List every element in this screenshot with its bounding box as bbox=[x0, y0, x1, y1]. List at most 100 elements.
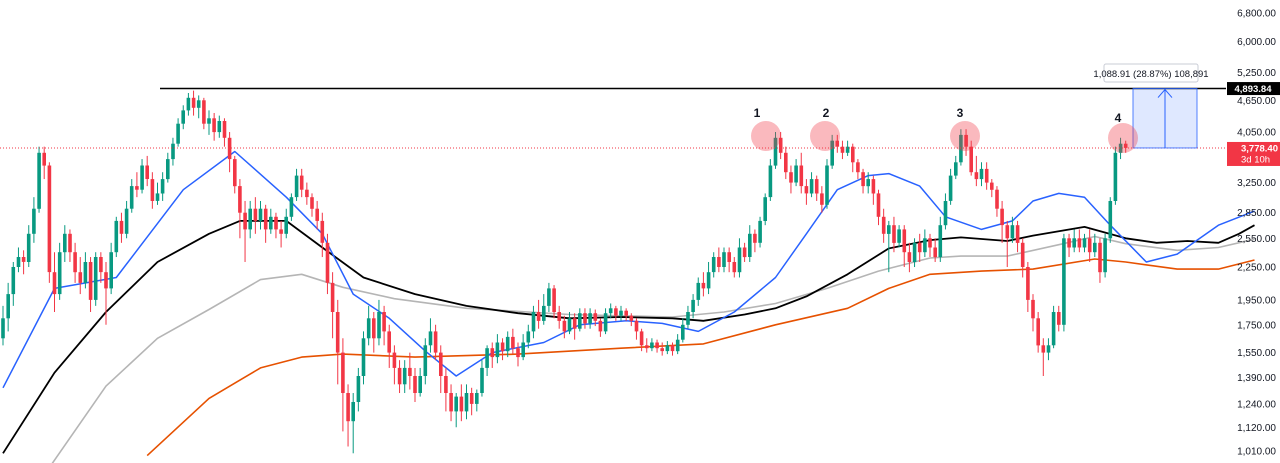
candle bbox=[820, 186, 824, 213]
candle bbox=[351, 393, 355, 454]
candle bbox=[511, 328, 515, 355]
candle bbox=[439, 345, 443, 394]
y-tick-label: 6,000.00 bbox=[1237, 37, 1276, 48]
candle bbox=[32, 197, 36, 243]
candle bbox=[1000, 200, 1004, 243]
peak-circle[interactable] bbox=[1108, 123, 1138, 153]
candle bbox=[562, 315, 567, 339]
candle bbox=[1015, 220, 1020, 253]
candle bbox=[639, 328, 644, 352]
candle bbox=[742, 242, 747, 262]
candle bbox=[68, 229, 72, 262]
candle bbox=[748, 225, 752, 262]
candle bbox=[52, 252, 57, 312]
candle bbox=[706, 261, 711, 295]
peak-circle[interactable] bbox=[950, 121, 980, 151]
candle bbox=[356, 367, 361, 412]
candle bbox=[737, 238, 742, 278]
candle bbox=[871, 175, 876, 205]
candle bbox=[145, 155, 149, 187]
candle bbox=[608, 303, 613, 319]
candle bbox=[320, 212, 325, 258]
candle bbox=[552, 285, 556, 319]
candle bbox=[135, 172, 139, 198]
candle bbox=[814, 175, 819, 201]
candle bbox=[454, 393, 458, 428]
candle bbox=[1113, 146, 1118, 205]
candle bbox=[233, 155, 237, 194]
peak-number-label: 2 bbox=[823, 106, 830, 120]
candle bbox=[73, 242, 77, 283]
candle bbox=[330, 272, 335, 339]
candle bbox=[413, 367, 417, 403]
candle bbox=[675, 334, 680, 355]
candle bbox=[269, 208, 273, 234]
peak-circle[interactable] bbox=[751, 121, 781, 151]
candle bbox=[588, 308, 592, 329]
candle bbox=[830, 134, 834, 169]
candle bbox=[238, 179, 242, 239]
candle bbox=[459, 384, 464, 422]
y-tick-label: 2,550.00 bbox=[1237, 234, 1276, 245]
ma-200-line bbox=[146, 258, 1255, 457]
candle bbox=[418, 367, 422, 397]
candle bbox=[227, 132, 232, 173]
candle bbox=[536, 299, 541, 329]
candle bbox=[207, 110, 211, 135]
candle bbox=[753, 229, 757, 253]
measure-label-box bbox=[1103, 63, 1199, 83]
candle bbox=[217, 115, 222, 138]
candle bbox=[1051, 305, 1056, 349]
candle bbox=[186, 93, 191, 116]
candle bbox=[711, 252, 716, 278]
candle bbox=[948, 168, 953, 205]
candle bbox=[1123, 140, 1128, 153]
candle bbox=[670, 342, 675, 356]
candle bbox=[495, 334, 500, 364]
candle bbox=[83, 252, 88, 289]
candle bbox=[366, 305, 371, 346]
y-tick-label: 1,750.00 bbox=[1237, 320, 1276, 331]
candle bbox=[1067, 233, 1071, 258]
candle bbox=[315, 200, 319, 230]
candle bbox=[11, 261, 16, 306]
current-price-tag: 3,778.40 3d 10h bbox=[1227, 141, 1280, 166]
candle bbox=[547, 282, 551, 312]
candle bbox=[717, 247, 721, 273]
peak-markers: 1 2 3 4 bbox=[751, 106, 1138, 153]
candle bbox=[325, 233, 330, 295]
candle bbox=[21, 250, 26, 275]
candle bbox=[954, 155, 958, 180]
candle bbox=[444, 367, 448, 412]
candle bbox=[26, 225, 31, 268]
candle bbox=[1062, 233, 1066, 332]
candle bbox=[655, 339, 659, 353]
candle bbox=[809, 172, 814, 198]
candle bbox=[645, 338, 649, 353]
candle bbox=[88, 257, 93, 312]
peak-circle[interactable] bbox=[810, 121, 840, 151]
candle bbox=[140, 159, 144, 194]
candle bbox=[202, 97, 206, 130]
candle bbox=[397, 360, 402, 394]
current-price-label: 3,778.40 bbox=[1241, 143, 1278, 154]
candle bbox=[794, 159, 798, 187]
candle bbox=[845, 140, 850, 156]
peak-number-label: 1 bbox=[754, 106, 761, 120]
candle bbox=[907, 242, 912, 273]
candle bbox=[377, 299, 381, 346]
candle bbox=[1046, 338, 1051, 361]
candle bbox=[16, 247, 21, 273]
candle bbox=[248, 200, 252, 239]
candle bbox=[500, 338, 505, 361]
candle bbox=[650, 338, 654, 352]
ma-50-line bbox=[2, 219, 1255, 454]
candle bbox=[696, 277, 701, 306]
candle bbox=[485, 345, 489, 377]
candle bbox=[294, 168, 299, 201]
resistance-tag-label: 4,893.84 bbox=[1235, 84, 1273, 95]
candle bbox=[1103, 233, 1107, 278]
candle bbox=[861, 168, 865, 194]
candle bbox=[1077, 229, 1082, 253]
